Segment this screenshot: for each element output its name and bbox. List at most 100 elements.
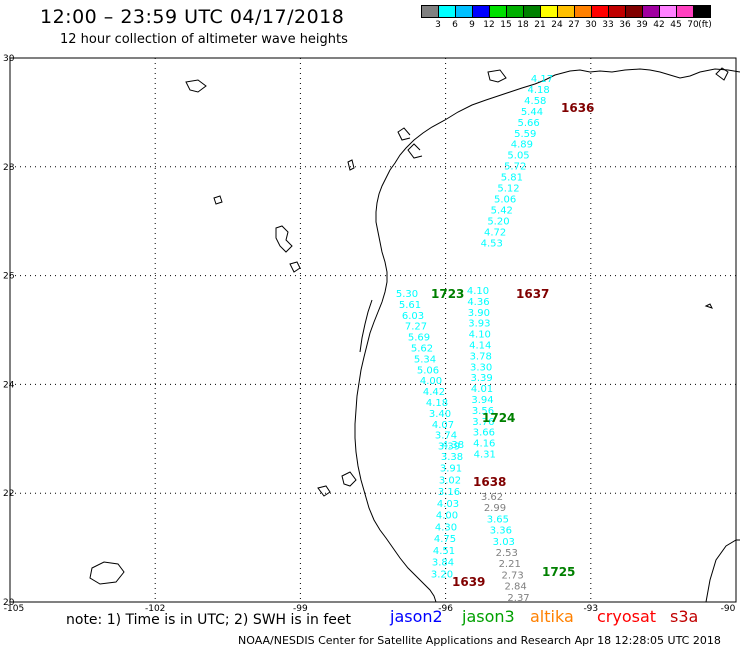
wave-height-value: 3.74 [435, 431, 457, 442]
wave-height-value: 3.56 [472, 406, 494, 417]
wave-height-value: 4.17 [531, 74, 553, 85]
pass-time-label: 1639 [452, 575, 485, 589]
pass-time-label: 1637 [516, 287, 549, 301]
lake-outline-5 [487, 69, 507, 83]
legend-label: 45 [670, 20, 682, 30]
wave-height-value: 3.39 [438, 442, 460, 453]
wave-height-value: 4.30 [435, 522, 457, 533]
lake-outline-7 [317, 485, 331, 497]
wave-height-value: 2.99 [484, 503, 506, 514]
legend-label: 70 [687, 20, 699, 30]
wave-height-value: 5.30 [396, 289, 418, 300]
legend-label: 30 [585, 20, 597, 30]
lon-tick-label: -90 [721, 604, 736, 614]
wave-height-value: 5.05 [507, 151, 529, 162]
wave-height-value: 4.42 [423, 387, 445, 398]
lon-tick-label: -93 [583, 604, 598, 614]
legend-label: 18 [517, 20, 529, 30]
lon-tick-label: -99 [293, 604, 308, 614]
wave-height-value: 3.91 [440, 464, 462, 475]
pass-1639: 1639 [452, 575, 485, 589]
lake-outline-3 [185, 79, 207, 93]
lon-tick-label: -96 [438, 604, 453, 614]
wave-height-value: 4.18 [528, 85, 550, 96]
wave-height-value: 4.72 [484, 227, 506, 238]
wave-height-value: 5.44 [521, 107, 543, 118]
wave-height-value: 3.90 [468, 308, 490, 319]
wave-height-value: 5.59 [514, 129, 536, 140]
wave-height-value: 2.37 [507, 593, 529, 604]
lat-tick-label: 28 [3, 163, 15, 173]
lake-outline [275, 225, 293, 253]
wave-height-value: 3.66 [473, 428, 495, 439]
wave-height-value: 5.42 [491, 205, 513, 216]
page-title: 12:00 – 23:59 UTC 04/17/2018 [40, 6, 345, 28]
legend-swatches [421, 5, 711, 18]
pass-1724: 4.383.383.913.023.164.034.004.304.754.51… [431, 411, 516, 580]
wave-height-value: 3.30 [470, 362, 492, 373]
wave-height-value: 3.93 [468, 319, 490, 330]
wave-height-value: 4.36 [467, 297, 489, 308]
wave-height-value: 4.00 [420, 376, 442, 387]
island-outline-3 [704, 303, 713, 309]
lake-outline-8 [341, 471, 357, 487]
barrier-island [359, 299, 373, 353]
wave-height-value: 2.84 [504, 582, 526, 593]
satellite-legend-jason2: jason2 [390, 607, 443, 626]
bay-outline-2 [407, 143, 423, 159]
island-outline [89, 561, 125, 585]
wave-height-value: 5.06 [417, 365, 439, 376]
wave-height-value: 4.31 [474, 450, 496, 461]
wave-height-value: 5.66 [517, 118, 539, 129]
pass-1638: 3.622.993.653.363.032.532.212.732.842.37… [473, 475, 530, 604]
pass-time-label: 1725 [542, 565, 575, 579]
legend-label: (ft) [698, 20, 712, 30]
legend-label: 39 [636, 20, 648, 30]
wave-height-value: 4.14 [469, 341, 491, 352]
wave-height-value: 5.69 [408, 333, 430, 344]
wave-height-value: 3.40 [429, 409, 451, 420]
yucatan-outline [705, 539, 740, 603]
lake-outline-2 [289, 261, 301, 273]
lat-tick-label: 26 [3, 272, 15, 282]
legend-label: 33 [602, 20, 614, 30]
lake-outline-4 [213, 195, 223, 205]
legend-label: 6 [452, 20, 458, 30]
legend-label: 24 [551, 20, 563, 30]
pass-1637: 4.104.363.903.934.104.143.783.303.394.01… [467, 286, 550, 461]
altimeter-tracks: 4.174.184.585.445.665.594.895.055.725.81… [396, 74, 595, 604]
wave-height-value: 3.84 [432, 558, 454, 569]
legend-label: 15 [500, 20, 512, 30]
lat-tick-label: 20 [3, 598, 15, 608]
wave-height-value: 4.38 [442, 440, 464, 451]
lake-outline-6 [347, 159, 355, 171]
wave-height-value: 5.34 [414, 354, 436, 365]
satellite-legend-altika: altika [530, 607, 574, 626]
lon-tick-label: -102 [145, 604, 165, 614]
lat-tick-label: 22 [3, 489, 14, 499]
map-frame [9, 57, 737, 603]
wave-height-value: 5.72 [504, 162, 526, 173]
legend-label: 42 [653, 20, 665, 30]
wave-height-value: 4.07 [432, 420, 454, 431]
wave-height-value: 4.58 [524, 96, 546, 107]
pass-1725: 1725 [542, 565, 575, 579]
wave-height-value: 5.20 [487, 216, 509, 227]
credit-line: NOAA/NESDIS Center for Satellite Applica… [238, 634, 721, 647]
wave-height-value: 5.06 [494, 194, 516, 205]
satellite-legend-jason3: jason3 [462, 607, 515, 626]
legend-label: 12 [483, 20, 495, 30]
wave-height-value: 4.16 [473, 439, 495, 450]
wave-height-value: 5.61 [399, 300, 421, 311]
wave-height-value: 3.16 [438, 487, 460, 498]
wave-height-value: 5.62 [411, 344, 433, 355]
bay-outline [397, 127, 411, 141]
pass-time-label: 1723 [431, 287, 464, 301]
wave-height-value: 4.10 [469, 330, 491, 341]
wave-height-value: 4.51 [433, 546, 455, 557]
wave-height-value: 3.39 [470, 373, 492, 384]
lon-tick-label: -105 [4, 604, 24, 614]
color-legend: 3 6 9 12 15 18 21 24 27 30 33 36 39 42 45 70 (ft) [421, 5, 712, 34]
legend-label: 36 [619, 20, 631, 30]
